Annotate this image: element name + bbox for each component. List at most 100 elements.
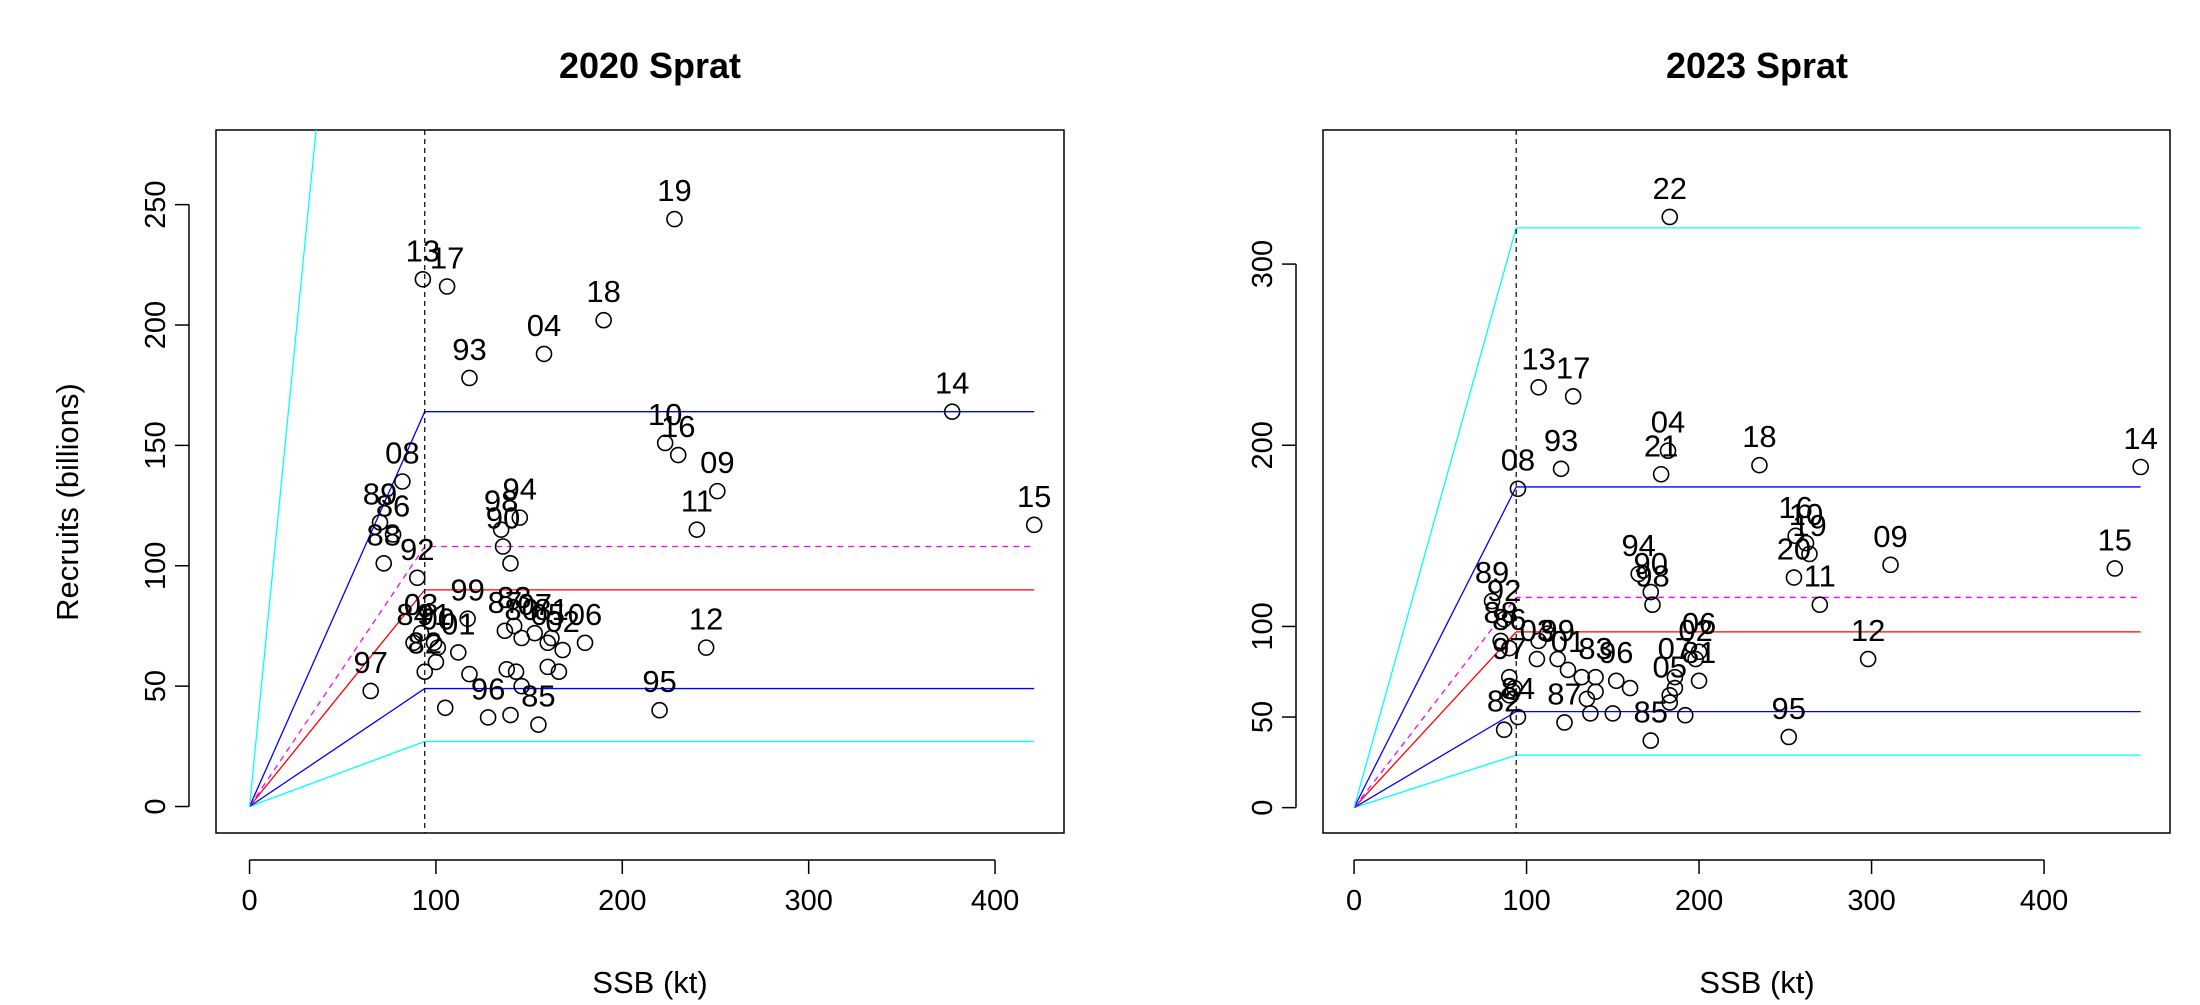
data-point (1506, 679, 1523, 697)
x-axis-label: SSB (kt) (592, 965, 707, 1000)
data-point (375, 555, 393, 572)
y-tick-label: 100 (140, 542, 172, 590)
data-point (394, 473, 411, 490)
y-tick-label: 300 (1247, 240, 1279, 288)
data-point (496, 622, 514, 640)
point-label: 15 (1017, 479, 1051, 514)
data-point (709, 482, 726, 500)
data-point (1607, 672, 1625, 690)
point-label: 81 (1682, 635, 1716, 670)
point-label: 08 (385, 436, 419, 471)
y-tick-label: 50 (1247, 701, 1279, 733)
point-label: 00 (421, 602, 455, 637)
data-point (1642, 583, 1660, 601)
reference-line (1353, 631, 2141, 809)
point-label: 22 (1652, 171, 1686, 206)
data-point (651, 701, 668, 719)
point-label: 14 (935, 366, 969, 401)
data-point (1642, 732, 1660, 749)
data-point (505, 617, 523, 635)
point-label: 92 (400, 532, 434, 567)
x-tick-label: 300 (1847, 885, 1895, 917)
data-point (513, 677, 530, 695)
data-point (1797, 534, 1815, 552)
data-point (1495, 721, 1513, 739)
point-label: 92 (1487, 573, 1521, 608)
data-point (1582, 705, 1599, 722)
point-label: 94 (1621, 528, 1655, 563)
x-tick-label: 100 (1502, 885, 1550, 917)
point-label: 83 (1578, 631, 1612, 666)
point-label: 19 (657, 173, 691, 208)
point-label: 07 (517, 587, 551, 622)
data-point (436, 699, 454, 717)
point-label: 13 (1521, 341, 1555, 376)
data-point (530, 716, 547, 733)
data-point (494, 538, 512, 555)
data-point (459, 610, 476, 628)
data-point (1564, 388, 1582, 405)
reference-line (1353, 710, 2141, 809)
point-label: 18 (586, 274, 620, 309)
data-point (1882, 556, 1899, 574)
data-point (539, 634, 557, 652)
data-point (1025, 516, 1043, 534)
point-label: 06 (1682, 606, 1716, 641)
data-point (1661, 694, 1679, 711)
reference-line (1353, 486, 2141, 808)
data-point (1785, 569, 1803, 586)
data-point (502, 706, 519, 724)
point-label: 07 (1658, 631, 1692, 666)
reference-line (248, 411, 1035, 807)
point-label: 16 (661, 409, 695, 444)
data-point (2106, 560, 2124, 577)
point-label: 13 (406, 233, 440, 268)
data-point (1859, 650, 1877, 668)
data-point (535, 345, 553, 363)
data-point (1552, 460, 1570, 478)
point-label: 95 (642, 664, 676, 699)
x-tick-label: 200 (1675, 885, 1723, 917)
data-point (526, 624, 543, 642)
x-axis-label: SSB (kt) (1699, 965, 1814, 1000)
data-point (1556, 714, 1573, 731)
data-point (384, 526, 402, 543)
data-point (438, 278, 456, 295)
point-label: 04 (1651, 405, 1685, 440)
data-point (1549, 650, 1566, 668)
point-label: 18 (1742, 419, 1776, 454)
point-label: 93 (1544, 423, 1578, 458)
x-tick-label: 0 (241, 885, 257, 917)
point-label: 98 (1635, 559, 1669, 594)
reference-line (249, 687, 1035, 808)
x-tick-label: 100 (412, 885, 460, 917)
reference-line (1353, 754, 2141, 809)
data-point (1690, 643, 1708, 661)
data-point (656, 434, 674, 452)
data-point (1509, 480, 1527, 498)
point-label: 12 (1851, 613, 1885, 648)
data-point (502, 555, 519, 572)
point-label: 04 (527, 308, 561, 343)
point-label: 89 (1475, 555, 1509, 590)
y-axis-label: Recruits (billions) (50, 383, 85, 621)
data-point (1483, 592, 1501, 610)
data-point (576, 634, 594, 652)
point-label: 95 (1772, 691, 1806, 726)
point-label: 86 (376, 488, 410, 523)
point-label: 02 (545, 604, 579, 639)
data-point (1604, 705, 1622, 722)
y-tick-label: 200 (140, 301, 172, 349)
chart-title: 2023 Sprat (1666, 45, 1848, 86)
data-point (554, 641, 571, 659)
data-point (498, 660, 516, 678)
data-point (1587, 668, 1604, 686)
point-label: 97 (1492, 631, 1526, 666)
point-label: 11 (1804, 559, 1836, 594)
data-point (511, 509, 529, 526)
data-point (461, 369, 478, 387)
point-label: 17 (1556, 350, 1590, 385)
point-label: 16 (1778, 490, 1812, 525)
x-tick-label: 400 (2020, 885, 2068, 917)
